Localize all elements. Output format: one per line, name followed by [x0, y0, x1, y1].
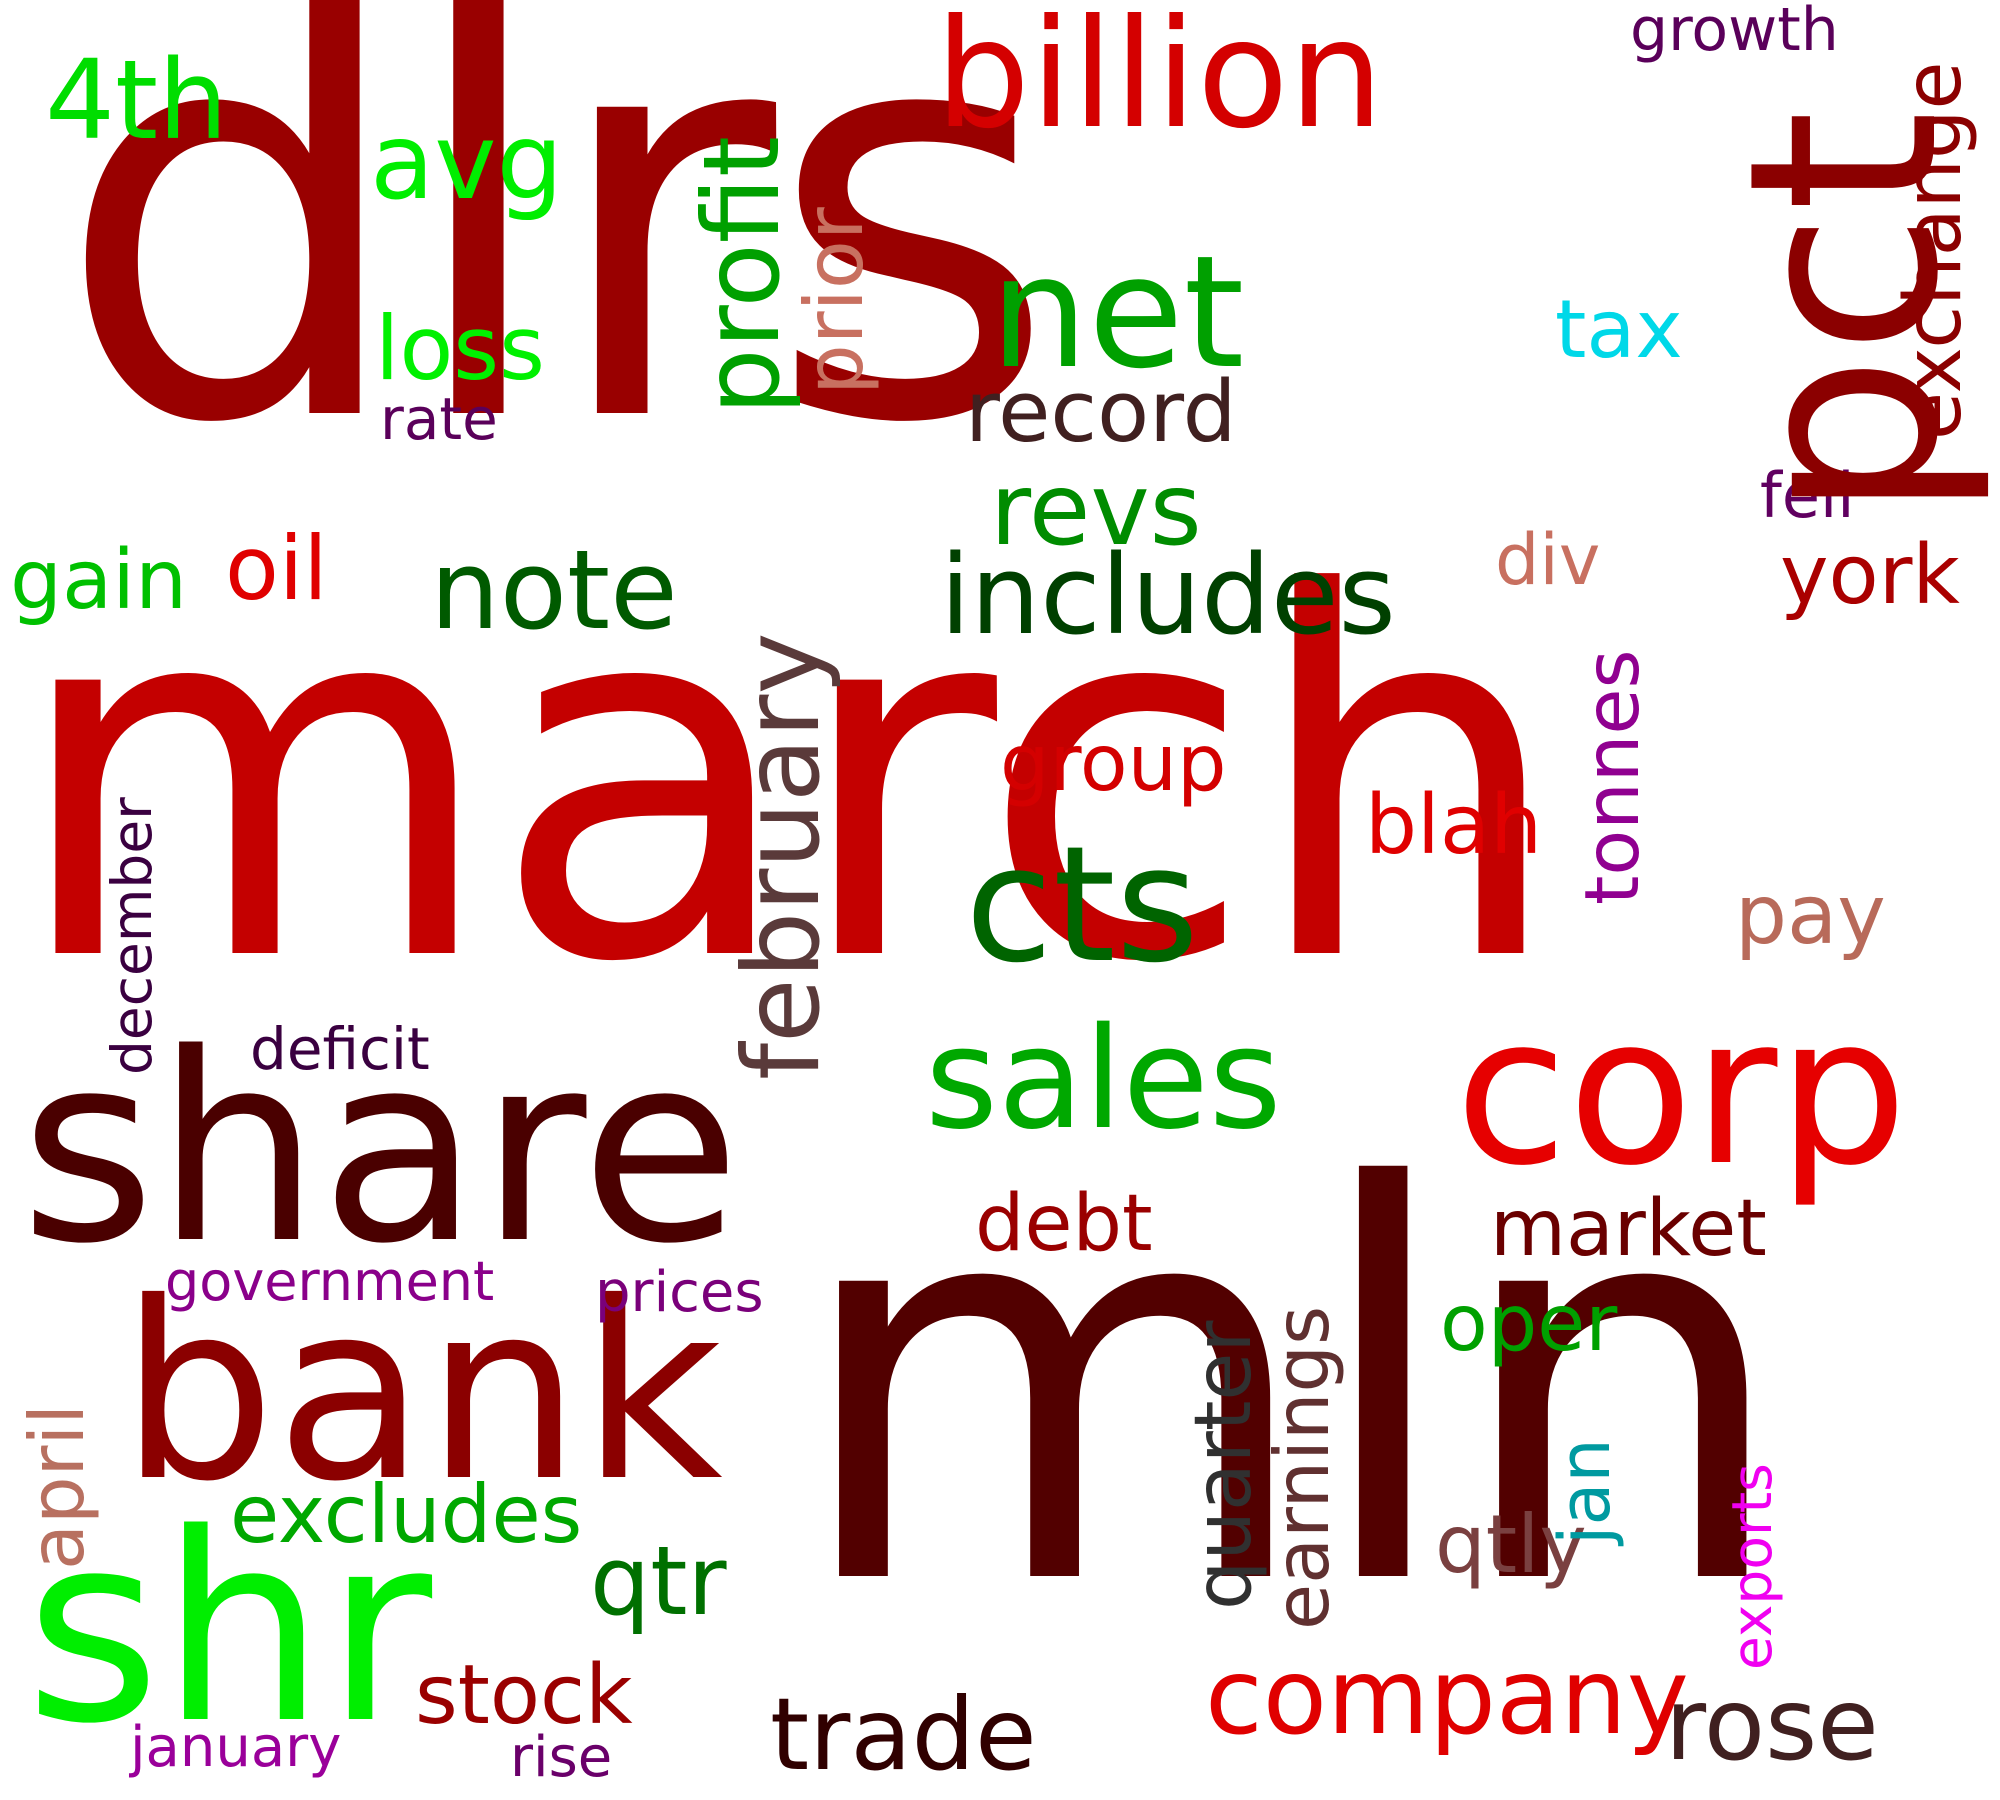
- word-loss: loss: [375, 297, 545, 400]
- word-note: note: [430, 526, 678, 654]
- word-december: december: [100, 797, 164, 1075]
- word-exports: exports: [1720, 1463, 1784, 1670]
- word-oil: oil: [225, 517, 328, 620]
- word-rate: rate: [380, 385, 498, 453]
- word-pay: pay: [1735, 868, 1886, 963]
- word-excludes: excludes: [230, 1468, 583, 1561]
- word-share: share: [20, 999, 741, 1301]
- word-prior: prior: [788, 207, 881, 395]
- word-rise: rise: [510, 1725, 613, 1790]
- word-exchange: exchange: [1889, 61, 1979, 440]
- word-fell: fell: [1760, 459, 1855, 532]
- word-net: net: [990, 222, 1245, 403]
- word-blah: blah: [1365, 778, 1543, 873]
- word-debt: debt: [975, 1179, 1153, 1269]
- word-profit: profit: [681, 135, 803, 415]
- word-earnings: earnings: [1258, 1305, 1346, 1630]
- word-shr: shr: [25, 1479, 433, 1781]
- word-government: government: [165, 1250, 495, 1313]
- word-growth: growth: [1630, 0, 1839, 65]
- word-qtly: qtly: [1435, 1498, 1587, 1591]
- word-company: company: [1205, 1636, 1689, 1758]
- word-revs: revs: [990, 451, 1202, 568]
- word-quarter: quarter: [1179, 1320, 1269, 1610]
- word-february: february: [721, 632, 843, 1080]
- word-includes: includes: [940, 531, 1396, 659]
- word-avg: avg: [370, 101, 564, 223]
- word-div: div: [1495, 519, 1601, 601]
- word-york: york: [1780, 528, 1960, 623]
- word-trade: trade: [770, 1676, 1037, 1793]
- word-january: january: [130, 1715, 342, 1780]
- word-4th: 4th: [45, 36, 228, 164]
- word-stock: stock: [415, 1648, 633, 1743]
- word-sales: sales: [925, 998, 1282, 1161]
- word-march: march: [10, 489, 1566, 1071]
- word-prices: prices: [595, 1260, 764, 1325]
- word-record: record: [965, 363, 1237, 462]
- word-rose: rose: [1665, 1666, 1879, 1783]
- word-gain: gain: [10, 533, 188, 628]
- word-tax: tax: [1555, 283, 1683, 376]
- word-oper: oper: [1440, 1279, 1618, 1369]
- word-april: april: [13, 1403, 101, 1570]
- word-corp: corp: [1455, 973, 1908, 1211]
- word-qtr: qtr: [590, 1527, 727, 1637]
- word-market: market: [1490, 1184, 1767, 1274]
- word-deficit: deficit: [250, 1015, 430, 1083]
- word-jan: jan: [1544, 1438, 1626, 1545]
- word-billion: billion: [935, 0, 1384, 162]
- word-dlrs: dlrs: [55, 0, 1058, 546]
- word-mln: mln: [790, 1076, 1792, 1704]
- word-group: group: [1000, 719, 1227, 809]
- word-tonnes: tonnes: [1568, 649, 1656, 905]
- word-cts: cts: [965, 811, 1200, 998]
- word-bank: bank: [120, 1250, 723, 1535]
